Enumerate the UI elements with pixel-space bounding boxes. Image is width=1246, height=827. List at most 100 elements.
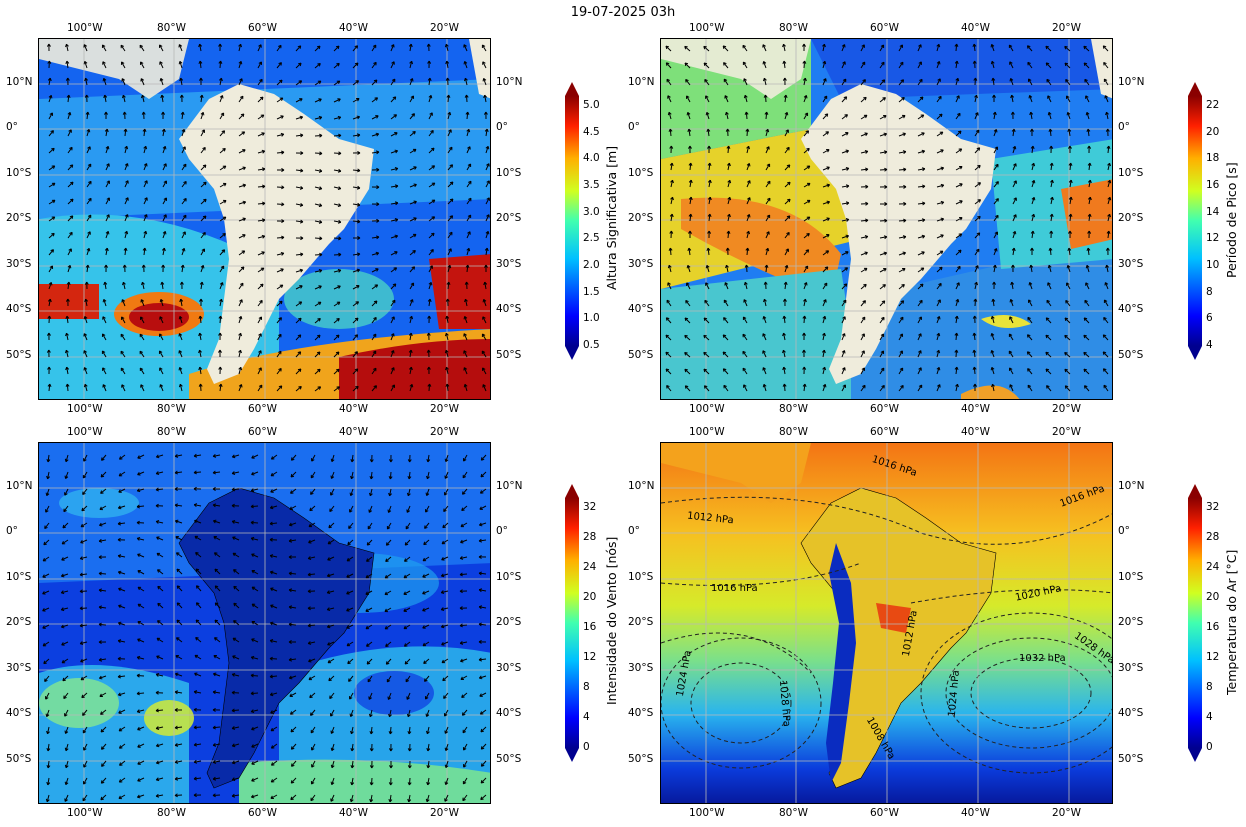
vector-arrow-head — [356, 268, 361, 273]
vector-arrow — [762, 333, 767, 341]
vector-arrow-head — [179, 94, 184, 98]
vector-arrow — [99, 589, 107, 592]
vector-arrow — [176, 637, 183, 643]
lon-tick-label: 20°W — [430, 22, 459, 34]
vector-arrow-head — [409, 366, 413, 371]
vector-arrow-head — [466, 128, 471, 133]
vector-arrow-head — [1027, 61, 1031, 66]
vector-arrow-head — [762, 333, 766, 337]
vector-arrow-head — [806, 147, 810, 152]
vector-arrow-head — [392, 283, 397, 287]
vector-arrow-head — [1029, 128, 1034, 132]
vector-arrow — [784, 164, 791, 171]
vector-arrow-head — [462, 780, 467, 785]
vector-arrow — [257, 333, 262, 341]
vector-arrow-head — [251, 744, 255, 748]
vector-arrow — [118, 622, 126, 626]
south-america-landmass — [179, 84, 374, 384]
colorbar-tick-label: 6 — [1206, 312, 1213, 325]
vector-arrow-head — [375, 132, 380, 137]
vector-arrow-head — [1045, 45, 1049, 50]
vector-arrow-head — [231, 487, 235, 492]
vector-arrow — [727, 197, 731, 205]
lon-tick-label: 80°W — [157, 426, 186, 438]
lon-tick-label: 40°W — [339, 403, 368, 415]
vector-arrow-head — [440, 590, 445, 595]
vector-arrow — [295, 134, 304, 137]
vector-arrow-head — [317, 80, 322, 85]
vector-arrow — [444, 471, 449, 479]
vector-arrow-head — [478, 588, 483, 593]
vector-arrow — [765, 111, 768, 120]
vector-arrow — [311, 454, 316, 462]
vector-arrow-head — [201, 129, 205, 133]
vector-arrow — [480, 794, 487, 800]
vector-arrow-head — [270, 456, 275, 460]
vector-arrow-head — [863, 267, 868, 272]
vector-arrow-head — [449, 231, 453, 236]
vector-arrow — [1107, 230, 1110, 239]
vector-arrow-head — [467, 163, 472, 167]
vector-arrow-head — [307, 589, 311, 594]
vector-arrow — [157, 620, 164, 626]
vector-arrow-head — [374, 97, 379, 101]
vector-arrow — [1103, 62, 1109, 69]
vector-arrow — [308, 675, 316, 681]
vector-arrow-head — [330, 730, 335, 734]
vector-arrow — [723, 299, 729, 307]
vector-arrow — [291, 454, 297, 461]
vector-arrow — [724, 282, 729, 290]
vector-arrow-head — [1010, 264, 1015, 268]
vector-arrow-head — [123, 247, 128, 251]
vector-arrow-head — [98, 571, 102, 576]
vector-arrow — [390, 333, 395, 341]
vector-arrow — [311, 760, 316, 768]
vector-arrow-head — [1029, 111, 1034, 116]
vector-arrow-head — [1047, 95, 1051, 99]
vector-arrow — [409, 333, 412, 341]
vector-arrow — [219, 60, 222, 69]
vector-arrow — [1045, 317, 1052, 324]
vector-arrow — [936, 61, 940, 69]
vector-arrow — [1086, 112, 1090, 120]
lon-tick-label: 80°W — [157, 807, 186, 819]
vector-arrow — [727, 163, 730, 171]
vector-arrow — [333, 351, 340, 358]
vector-arrow-head — [202, 215, 207, 220]
vector-arrow — [369, 709, 373, 717]
vector-arrow — [80, 522, 88, 528]
vector-arrow — [352, 334, 358, 341]
vector-arrow — [955, 349, 958, 358]
vector-arrow-head — [200, 265, 205, 269]
vector-arrow-head — [442, 677, 446, 682]
vector-arrow-head — [685, 79, 689, 83]
vector-arrow — [352, 220, 361, 223]
vector-arrow-head — [881, 385, 885, 389]
vector-arrow — [917, 283, 924, 290]
vector-arrow-head — [298, 317, 302, 322]
vector-arrow — [179, 316, 183, 324]
vector-arrow-head — [269, 674, 273, 679]
vector-arrow — [425, 505, 430, 513]
vector-arrow — [390, 267, 397, 273]
vector-arrow-head — [391, 78, 396, 83]
vector-arrow-head — [822, 384, 827, 388]
vector-arrow — [104, 95, 107, 103]
vector-arrow — [232, 552, 240, 558]
vector-arrow — [251, 570, 259, 575]
vector-arrow-head — [368, 713, 373, 718]
vector-arrow — [213, 504, 221, 507]
vector-arrow-head — [706, 128, 711, 133]
vector-arrow — [251, 743, 259, 748]
vector-arrow — [352, 301, 359, 307]
vector-arrow-head — [198, 60, 203, 65]
lat-tick-label: 0° — [1118, 525, 1130, 537]
vector-arrow-head — [142, 247, 147, 251]
vector-arrow-head — [46, 730, 50, 735]
vector-arrow — [289, 675, 297, 679]
vector-arrow-head — [407, 459, 412, 463]
lat-tick-label: 10°S — [496, 167, 522, 179]
vector-arrow — [122, 282, 126, 290]
vector-arrow-head — [921, 218, 926, 223]
vector-arrow-head — [250, 536, 255, 541]
